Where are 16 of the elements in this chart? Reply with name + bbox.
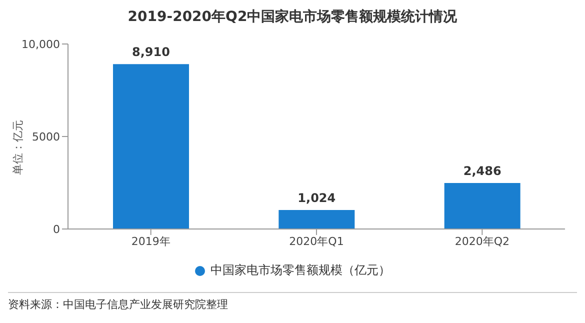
data-label: 1,024 xyxy=(298,191,336,206)
y-tick-label: 0 xyxy=(53,222,60,236)
x-tick-label: 2020年Q2 xyxy=(454,234,510,248)
x-tick-label: 2019年 xyxy=(131,234,170,248)
x-tick-label: 2020年Q1 xyxy=(289,234,344,248)
bar xyxy=(278,210,355,229)
y-tick-label: 10,000 xyxy=(22,38,60,51)
text: 资料来源：中国电子信息产业发展研究院整理 xyxy=(8,292,577,312)
legend-label: 中国家电市场零售额规模（亿元） xyxy=(210,262,390,279)
bar xyxy=(113,64,189,229)
data-label: 8,910 xyxy=(132,45,170,60)
y-tick-label: 5000 xyxy=(32,130,60,144)
bar xyxy=(444,183,520,229)
y-axis-title: 单位：亿元 xyxy=(10,119,26,177)
data-label: 2,486 xyxy=(463,164,502,178)
chart-title: 2019-2020年Q2中国家电市场零售额规模统计情况 xyxy=(126,8,458,26)
